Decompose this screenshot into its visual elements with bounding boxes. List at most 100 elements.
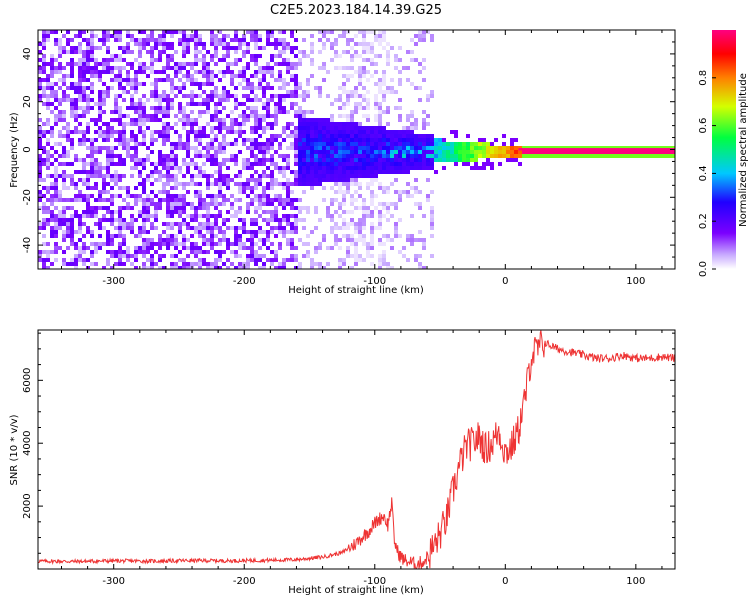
spectrogram-cell — [202, 222, 206, 226]
spectrogram-cell — [362, 70, 366, 74]
spectrogram-cell — [66, 126, 70, 130]
spectrogram-cell — [234, 214, 238, 218]
spectrogram-cell — [206, 250, 210, 254]
spectrogram-cell — [354, 122, 358, 126]
spectrogram-cell — [342, 122, 346, 126]
spectrogram-cell — [162, 30, 166, 34]
spectrogram-cell — [314, 86, 318, 90]
spectrogram-cell — [234, 142, 238, 146]
spectrogram-cell — [38, 82, 42, 86]
spectrogram-cell — [342, 198, 346, 202]
spectrogram-cell — [194, 82, 198, 86]
spectrogram-cell — [222, 70, 226, 74]
spectrogram-cell — [410, 154, 414, 158]
spectrogram-cell — [266, 82, 270, 86]
spectrogram-cell — [54, 106, 58, 110]
spectrogram-cell — [182, 162, 186, 166]
spectrogram-cell — [238, 262, 242, 266]
spectrogram-cell — [186, 162, 190, 166]
spectrogram-cell — [98, 130, 102, 134]
spectrogram-cell — [246, 206, 250, 210]
spectrogram-cell — [54, 150, 58, 154]
spectrogram-cell — [470, 158, 474, 162]
spectrogram-cell — [42, 218, 46, 222]
spectrogram-cell — [282, 230, 286, 234]
spectrogram-cell — [478, 146, 482, 150]
spectrogram-cell — [170, 214, 174, 218]
spectrogram-cell — [138, 98, 142, 102]
spectrogram-cell — [62, 234, 66, 238]
spectrogram-cell — [210, 114, 214, 118]
spectrogram-cell — [118, 46, 122, 50]
spectrogram-cell — [110, 154, 114, 158]
spectrogram-cell — [206, 214, 210, 218]
spectrogram-cell — [422, 126, 426, 130]
spectrogram-cell — [234, 154, 238, 158]
spectrogram-cell — [250, 74, 254, 78]
spectrogram-cell — [158, 178, 162, 182]
spectrogram-cell — [270, 94, 274, 98]
spectrogram-cell — [110, 210, 114, 214]
spectrogram-cell — [70, 198, 74, 202]
spectrogram-cell — [226, 186, 230, 190]
spectrogram-cell — [162, 50, 166, 54]
spectrogram-cell — [378, 138, 382, 142]
spectrogram-cell — [358, 146, 362, 150]
spectrogram-cell — [666, 146, 670, 150]
spectrogram-cell — [338, 66, 342, 70]
spectrogram-cell — [262, 46, 266, 50]
spectrogram-cell — [306, 178, 310, 182]
spectrogram-cell — [346, 42, 350, 46]
spectrogram-cell — [470, 150, 474, 154]
spectrogram-cell — [282, 86, 286, 90]
spectrogram-cell — [118, 34, 122, 38]
spectrogram-cell — [110, 198, 114, 202]
spectrogram-cell — [362, 98, 366, 102]
spectrogram-cell — [46, 242, 50, 246]
spectrogram-cell — [90, 234, 94, 238]
spectrogram-cell — [66, 230, 70, 234]
spectrogram-cell — [46, 158, 50, 162]
spectrogram-cell — [246, 202, 250, 206]
spectrogram-cell — [414, 138, 418, 142]
spectrogram-cell — [78, 62, 82, 66]
spectrogram-cell — [242, 54, 246, 58]
spectrogram-cell — [90, 254, 94, 258]
spectrogram-cell — [146, 74, 150, 78]
spectrogram-cell — [330, 122, 334, 126]
spectrogram-cell — [274, 194, 278, 198]
spectrogram-cell — [98, 226, 102, 230]
spectrogram-cell — [274, 46, 278, 50]
spectrogram-cell — [174, 74, 178, 78]
spectrogram-cell — [138, 102, 142, 106]
spectrogram-cell — [82, 242, 86, 246]
spectrogram-cell — [174, 130, 178, 134]
spectrogram-cell — [306, 170, 310, 174]
spectrogram-cell — [154, 38, 158, 42]
spectrogram-cell — [138, 66, 142, 70]
spectrogram-cell — [290, 106, 294, 110]
spectrogram-cell — [354, 110, 358, 114]
spectrogram-cell — [362, 58, 366, 62]
spectrogram-cell — [226, 210, 230, 214]
spectrogram-cell — [286, 122, 290, 126]
spectrogram-cell — [338, 202, 342, 206]
spectrogram-cell — [246, 114, 250, 118]
spectrogram-cell — [138, 110, 142, 114]
spectrogram-cell — [62, 206, 66, 210]
spectrogram-cell — [102, 242, 106, 246]
spectrogram-cell — [102, 90, 106, 94]
spectrogram-cell — [158, 174, 162, 178]
spectrogram-cell — [458, 154, 462, 158]
spectrogram-cell — [202, 134, 206, 138]
spectrogram-cell — [142, 222, 146, 226]
spectrogram-cell — [162, 94, 166, 98]
spectrogram-cell — [354, 106, 358, 110]
spectrogram-cell — [450, 146, 454, 150]
spectrogram-cell — [434, 142, 438, 146]
spectrogram-cell — [262, 186, 266, 190]
spectrogram-cell — [106, 30, 110, 34]
spectrogram-cell — [282, 158, 286, 162]
spectrogram-cell — [410, 234, 414, 238]
